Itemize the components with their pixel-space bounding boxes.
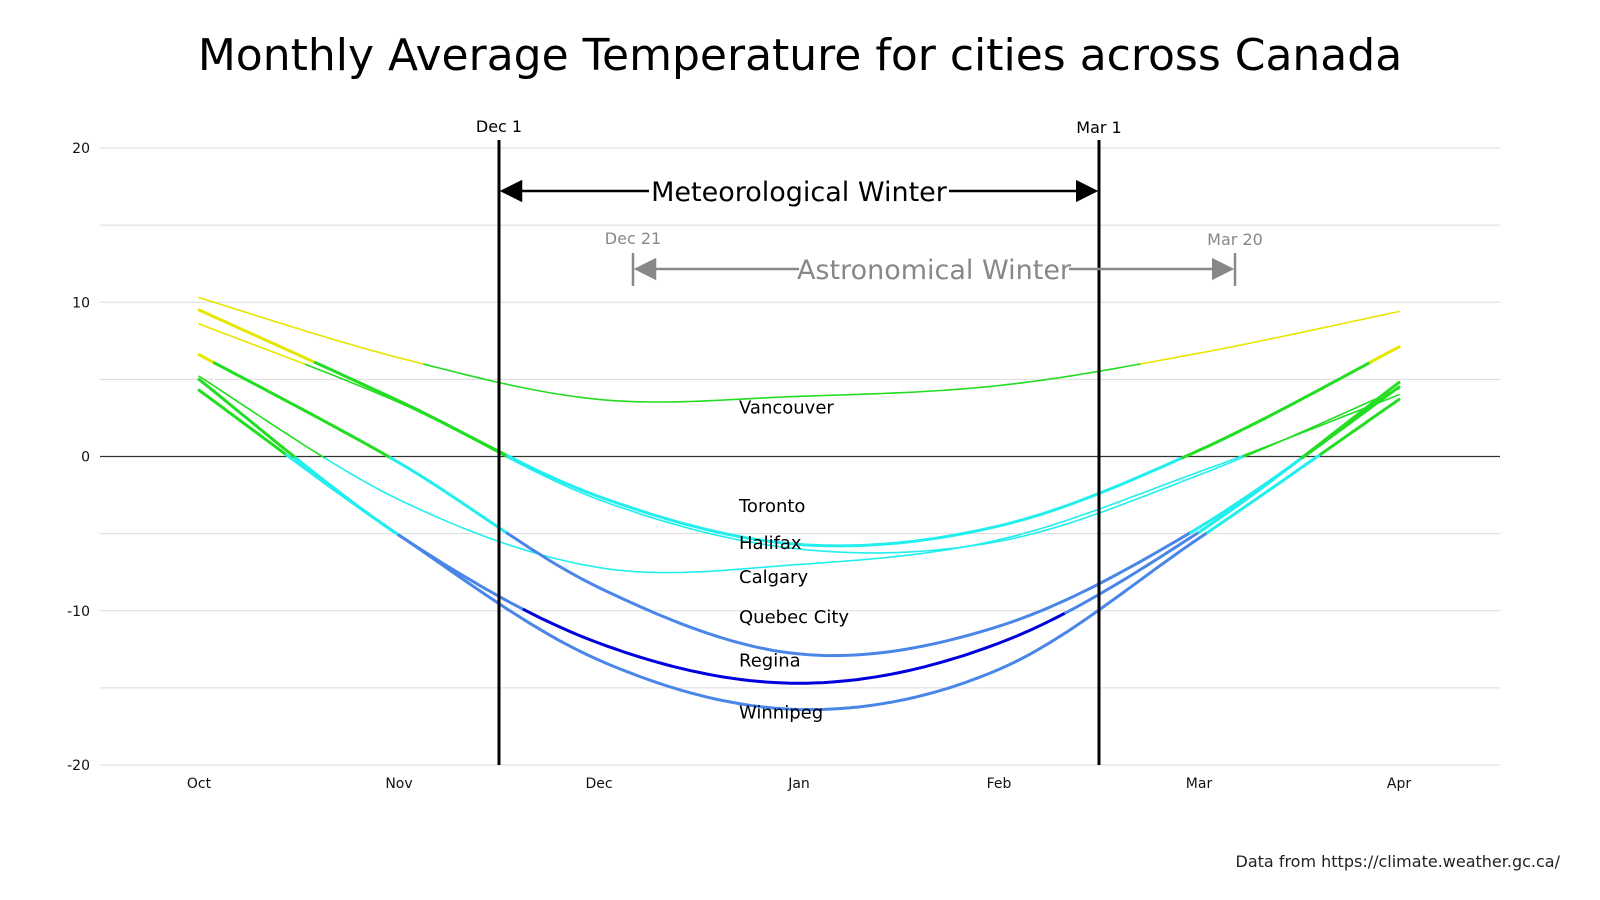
series-line-winnipeg [197,388,288,457]
x-tick-label: Mar [1186,776,1213,792]
series-line-regina [1197,456,1304,534]
series-label-regina: Regina [739,650,801,671]
series-calgary [198,375,1400,574]
y-tick-label: -20 [67,758,90,774]
data-source-note: Data from https://climate.weather.gc.ca/ [1235,852,1560,871]
x-tick-label: Nov [385,776,412,792]
series-line-winnipeg [285,453,401,537]
series-regina [197,377,1401,685]
series-line-toronto [197,308,317,364]
series-line-halifax [198,323,307,366]
series-line-toronto [505,454,726,535]
series-line-halifax [304,363,509,459]
meteorological-winter-label: Meteorological Winter [651,177,948,208]
series-line-calgary [198,375,326,459]
series-line-regina [1064,530,1201,615]
series-lines [197,296,1401,712]
series-label-calgary: Calgary [739,567,808,588]
series-line-vancouver [423,363,1142,403]
series-line-winnipeg [1206,452,1323,534]
series-label-quebec-city: Quebec City [739,607,849,628]
chart-title: Monthly Average Temperature for cities a… [197,30,1403,81]
y-axis-ticks: 20 10 0 -10 -20 [67,141,90,774]
series-line-toronto [1368,345,1401,364]
series-line-regina [522,608,1068,685]
x-tick-label: Oct [187,776,212,792]
series-line-vancouver [1139,310,1400,365]
series-line-winnipeg [397,533,509,611]
series-line-winnipeg [1319,397,1401,456]
series-line-calgary [473,454,1245,574]
y-tick-label: 20 [72,141,90,157]
x-tick-label: Jan [787,776,810,792]
series-label-toronto: Toronto [738,496,805,517]
series-line-regina [1300,381,1401,460]
series-labels: Vancouver Toronto Halifax Calgary Quebec Cit… [738,397,849,723]
series-line-toronto [313,361,509,458]
y-tick-label: -10 [67,604,90,620]
series-line-quebec-city [197,353,216,365]
x-axis-ticks: Oct Nov Dec Jan Feb Mar Apr [187,776,1411,792]
series-line-calgary [1243,394,1400,456]
x-tick-label: Apr [1387,776,1411,792]
series-line-quebec-city [212,361,392,460]
series-line-toronto [1180,360,1372,460]
y-tick-label: 0 [81,450,90,466]
series-label-halifax: Halifax [739,533,802,554]
winter-markers: Dec 1 Mar 1 Meteorological Winter Astronomi… [476,117,1263,765]
series-line-quebec-city [505,531,651,612]
series-line-toronto [722,456,1184,548]
gridlines [100,147,1500,766]
mar-20-label: Mar 20 [1207,230,1263,249]
series-line-winnipeg [505,531,1209,712]
series-line-vancouver [198,296,425,365]
series-label-winnipeg: Winnipeg [739,703,823,724]
y-tick-label: 10 [72,295,90,311]
series-label-vancouver: Vancouver [739,397,834,418]
x-tick-label: Feb [987,776,1012,792]
series-winnipeg [197,388,1401,712]
dec-1-label: Dec 1 [476,117,522,136]
series-line-regina [197,377,298,460]
x-tick-label: Dec [585,776,612,792]
dec-21-label: Dec 21 [605,229,661,248]
mar-1-label: Mar 1 [1076,118,1121,137]
series-toronto [197,308,1401,548]
astronomical-winter-label: Astronomical Winter [797,255,1072,286]
series-vancouver [198,296,1400,403]
series-line-halifax [506,456,709,534]
series-line-quebec-city [389,456,509,535]
series-line-calgary [324,457,475,534]
